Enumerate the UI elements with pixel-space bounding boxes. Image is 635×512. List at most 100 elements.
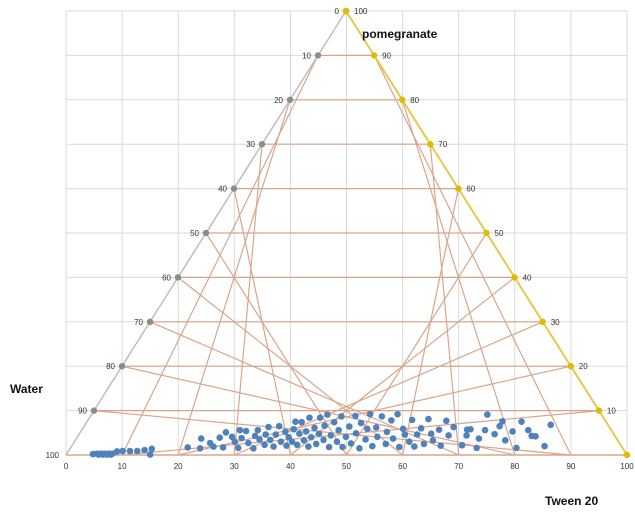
data-point: [450, 423, 457, 431]
data-point: [491, 430, 498, 438]
data-point: [330, 418, 338, 426]
tick-label-pomegranate: 80: [410, 96, 419, 105]
data-point: [335, 426, 342, 434]
tick-label-pomegranate: 70: [438, 140, 447, 149]
data-point: [473, 444, 480, 452]
data-point: [467, 425, 474, 433]
tick-marker-pomegranate: [455, 185, 462, 192]
data-point: [352, 412, 359, 420]
data-point: [417, 425, 425, 432]
data-point: [89, 450, 97, 458]
data-point: [356, 445, 363, 452]
data-point: [427, 430, 435, 437]
data-point: [501, 437, 509, 444]
data-point: [133, 447, 141, 455]
tick-label-tween20: 70: [454, 462, 463, 471]
tick-label-water: 100: [46, 451, 60, 460]
tick-marker-water: [286, 96, 294, 104]
data-point: [146, 451, 154, 458]
data-point: [346, 423, 353, 430]
data-point: [496, 422, 503, 430]
data-point: [342, 433, 350, 441]
data-point: [324, 411, 331, 418]
data-point: [283, 442, 290, 449]
data-point: [320, 436, 327, 444]
data-point: [547, 421, 555, 429]
data-point: [321, 422, 328, 429]
tick-marker-pomegranate: [595, 407, 603, 414]
data-point: [265, 423, 272, 431]
tick-label-pomegranate: 10: [607, 407, 616, 416]
data-point: [394, 410, 401, 418]
data-point: [292, 418, 299, 426]
data-point: [481, 426, 489, 434]
data-point: [277, 438, 285, 445]
data-point: [406, 438, 413, 445]
tick-marker-water: [90, 407, 98, 414]
tick-marker-water: [202, 229, 210, 237]
data-point: [339, 443, 346, 451]
data-point: [238, 434, 245, 442]
data-point: [532, 433, 539, 440]
tick-marker-water: [258, 141, 266, 148]
data-point: [312, 440, 320, 448]
data-point: [383, 428, 391, 436]
data-point: [219, 444, 227, 451]
data-point: [327, 432, 335, 439]
tick-label-tween20: 90: [566, 462, 575, 471]
data-point: [184, 444, 192, 451]
tick-label-tween20: 0: [64, 462, 69, 471]
data-point: [236, 426, 244, 434]
data-point: [261, 441, 268, 449]
tick-marker-water: [174, 274, 182, 281]
data-point: [315, 430, 323, 437]
data-point: [307, 433, 315, 441]
tick-label-water: 70: [134, 318, 143, 327]
data-point: [401, 431, 409, 438]
data-point: [288, 438, 296, 445]
data-point: [372, 424, 380, 431]
tick-labels: 0 100 0 10 90 10 20 80 20 30 70 30 40 60 40 50 50 50 60 40 6…: [46, 7, 635, 471]
data-point: [275, 422, 283, 430]
tick-label-water: 60: [162, 273, 171, 282]
data-point: [107, 451, 115, 458]
data-point: [316, 414, 324, 422]
data-point: [272, 431, 280, 438]
tick-label-water: 80: [106, 362, 115, 371]
gridline-falling: [429, 144, 460, 456]
data-point: [458, 441, 466, 449]
tick-marker-water: [314, 52, 322, 59]
tick-label-tween20: 40: [286, 462, 295, 471]
data-point: [256, 436, 263, 443]
axis-label-water: Water: [10, 382, 43, 396]
data-point: [408, 416, 416, 424]
data-point: [251, 432, 259, 440]
data-point: [306, 414, 313, 422]
gridline-falling: [373, 55, 572, 456]
tick-label-pomegranate: 40: [523, 273, 532, 282]
tick-label-water: 30: [246, 140, 255, 149]
data-point: [126, 447, 134, 455]
data-point: [148, 445, 156, 453]
data-point: [338, 413, 345, 420]
data-point: [443, 417, 450, 425]
data-point: [378, 413, 386, 420]
data-point: [499, 417, 506, 425]
tick-markers: [90, 7, 631, 459]
tick-label-water: 10: [302, 51, 311, 60]
data-point: [293, 441, 301, 449]
axis-label-tween20: Tween 20: [545, 494, 599, 508]
data-point: [266, 436, 274, 444]
tick-marker-pomegranate: [539, 318, 546, 325]
data-point: [357, 419, 365, 427]
data-point: [463, 432, 470, 439]
tick-label-water: 0: [335, 7, 340, 16]
data-point: [475, 435, 483, 442]
data-point: [298, 418, 305, 426]
data-point: [518, 418, 525, 426]
data-point: [541, 442, 548, 450]
data-point: [445, 432, 452, 439]
data-point: [333, 438, 341, 445]
data-point: [363, 425, 371, 433]
